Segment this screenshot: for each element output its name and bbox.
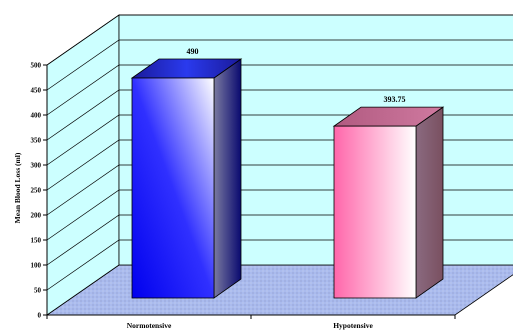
y-tick-label: 250 <box>31 187 42 195</box>
gridline <box>46 64 513 116</box>
y-tick-label: 350 <box>31 137 42 145</box>
y-tick-label: 50 <box>34 287 42 295</box>
bar-side-face <box>213 58 242 299</box>
data-label: 490 <box>187 47 199 56</box>
bar-2: 393.75 <box>332 95 445 299</box>
bar-side-face <box>415 106 444 299</box>
bar-1: 490 <box>130 47 243 299</box>
data-label: 393.75 <box>384 95 406 104</box>
y-tick-label: 450 <box>31 87 42 95</box>
gridline <box>46 14 513 66</box>
category-label: Hypotensive <box>333 321 373 330</box>
y-tick-label: 300 <box>31 162 42 170</box>
y-tick-label: 200 <box>31 212 42 220</box>
category-labels: Normotensive Hypotensive <box>127 321 374 330</box>
y-tick-label: 400 <box>31 112 42 120</box>
bar-front-face <box>131 77 215 299</box>
y-tick-labels: 0 50 100 150 200 250 300 350 400 450 500 <box>31 62 47 320</box>
y-tick-label: 500 <box>31 62 42 70</box>
y-tick-label: 0 <box>38 312 42 320</box>
y-axis-title: Mean Blood Loss (ml) <box>13 152 22 223</box>
category-label: Normotensive <box>127 321 172 330</box>
bars: 490 393.75 <box>130 47 445 299</box>
y-tick-label: 150 <box>31 237 42 245</box>
y-tick-label: 100 <box>31 262 42 270</box>
gridline <box>46 39 513 91</box>
bar-front-face <box>333 125 417 299</box>
gridline <box>46 89 513 141</box>
